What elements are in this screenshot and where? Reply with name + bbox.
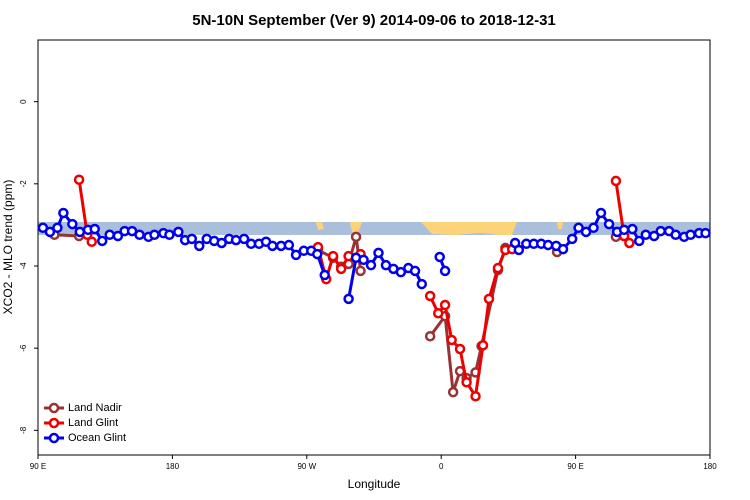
- data-point: [96, 235, 108, 247]
- data-point: [483, 293, 495, 305]
- y-tick-label: -6: [19, 344, 28, 352]
- data-point: [74, 226, 86, 238]
- data-point: [67, 218, 78, 230]
- data-point: [432, 307, 444, 319]
- data-point: [700, 227, 711, 239]
- data-point: [89, 223, 100, 235]
- data-point: [513, 244, 525, 256]
- data-point: [685, 229, 696, 241]
- data-point: [365, 259, 377, 271]
- x-tick-label: 180: [703, 462, 717, 471]
- data-point: [618, 224, 630, 236]
- y-axis-label: XCO2 - MLO trend (ppm): [1, 180, 15, 315]
- data-point: [238, 233, 250, 245]
- data-point: [447, 386, 459, 398]
- data-point: [58, 207, 69, 219]
- legend-swatch-point: [48, 432, 60, 444]
- data-point: [424, 331, 436, 342]
- y-tick-label: -2: [19, 180, 28, 188]
- data-point: [434, 251, 445, 263]
- data-point: [603, 218, 615, 230]
- data-point: [580, 226, 592, 238]
- data-point: [112, 230, 124, 242]
- legend-label: Ocean Glint: [68, 432, 126, 444]
- chart-title: 5N-10N September (Ver 9) 2014-09-06 to 2…: [192, 12, 556, 29]
- data-point: [454, 343, 466, 355]
- data-point: [149, 229, 160, 241]
- data-point: [290, 249, 302, 261]
- plot-frame: [37, 39, 711, 456]
- data-point: [588, 222, 599, 234]
- data-point: [335, 263, 347, 275]
- data-point: [610, 175, 622, 187]
- y-tick-label: 0: [19, 99, 28, 104]
- data-point: [439, 265, 451, 277]
- x-tick-label: 90 W: [297, 462, 316, 471]
- data-point: [267, 240, 278, 252]
- x-tick-label: 0: [439, 462, 444, 471]
- land-patch: [316, 222, 324, 230]
- x-axis-label: Longitude: [348, 477, 401, 491]
- data-point: [164, 229, 175, 241]
- ocean-strip: [38, 222, 710, 235]
- data-point: [557, 243, 569, 255]
- data-point: [186, 233, 198, 245]
- data-point: [461, 377, 472, 388]
- data-point: [319, 269, 330, 281]
- data-point: [416, 278, 428, 290]
- data-point: [343, 293, 354, 305]
- land-patch: [557, 222, 563, 229]
- legend-label: Land Glint: [68, 417, 118, 429]
- data-point: [327, 250, 339, 262]
- data-point: [477, 340, 489, 351]
- data-point: [655, 225, 666, 237]
- data-point: [52, 222, 63, 234]
- data-point: [470, 390, 481, 402]
- data-point: [73, 174, 85, 185]
- data-point: [173, 226, 184, 238]
- data-point: [355, 265, 366, 277]
- data-point: [542, 239, 554, 251]
- data-point: [86, 236, 98, 247]
- data-point: [350, 231, 362, 243]
- legend-swatch-point: [48, 417, 60, 429]
- legend-label: Land Nadir: [68, 402, 122, 414]
- data-point: [216, 237, 227, 249]
- data-point: [446, 334, 457, 346]
- x-tick-label: 90 E: [567, 462, 583, 471]
- data-point: [44, 226, 56, 238]
- data-point: [640, 229, 652, 241]
- data-point: [373, 247, 384, 259]
- data-point: [134, 229, 145, 241]
- data-point: [194, 240, 205, 252]
- data-point: [230, 234, 242, 246]
- land-patch: [421, 222, 517, 235]
- data-point: [424, 290, 436, 302]
- data-point: [104, 229, 115, 241]
- data-point: [439, 299, 451, 311]
- data-point: [573, 222, 584, 234]
- x-tick-label: 90 E: [30, 462, 46, 471]
- data-point: [566, 233, 578, 245]
- y-tick-label: -4: [19, 262, 28, 270]
- data-point: [670, 229, 681, 241]
- data-point: [492, 262, 504, 274]
- data-point: [395, 266, 407, 278]
- map-strip: [38, 222, 710, 235]
- data-point: [409, 265, 421, 277]
- data-point: [358, 254, 369, 266]
- data-point: [312, 248, 323, 260]
- legend-swatch-point: [48, 402, 60, 414]
- land-patch: [350, 222, 362, 233]
- data-point: [633, 235, 645, 247]
- data-point: [648, 230, 660, 242]
- x-tick-label: 180: [166, 462, 180, 471]
- data-point: [624, 237, 635, 249]
- data-point: [595, 207, 607, 219]
- data-point: [627, 223, 638, 235]
- y-tick-label: -8: [19, 426, 28, 434]
- data-point: [283, 239, 295, 251]
